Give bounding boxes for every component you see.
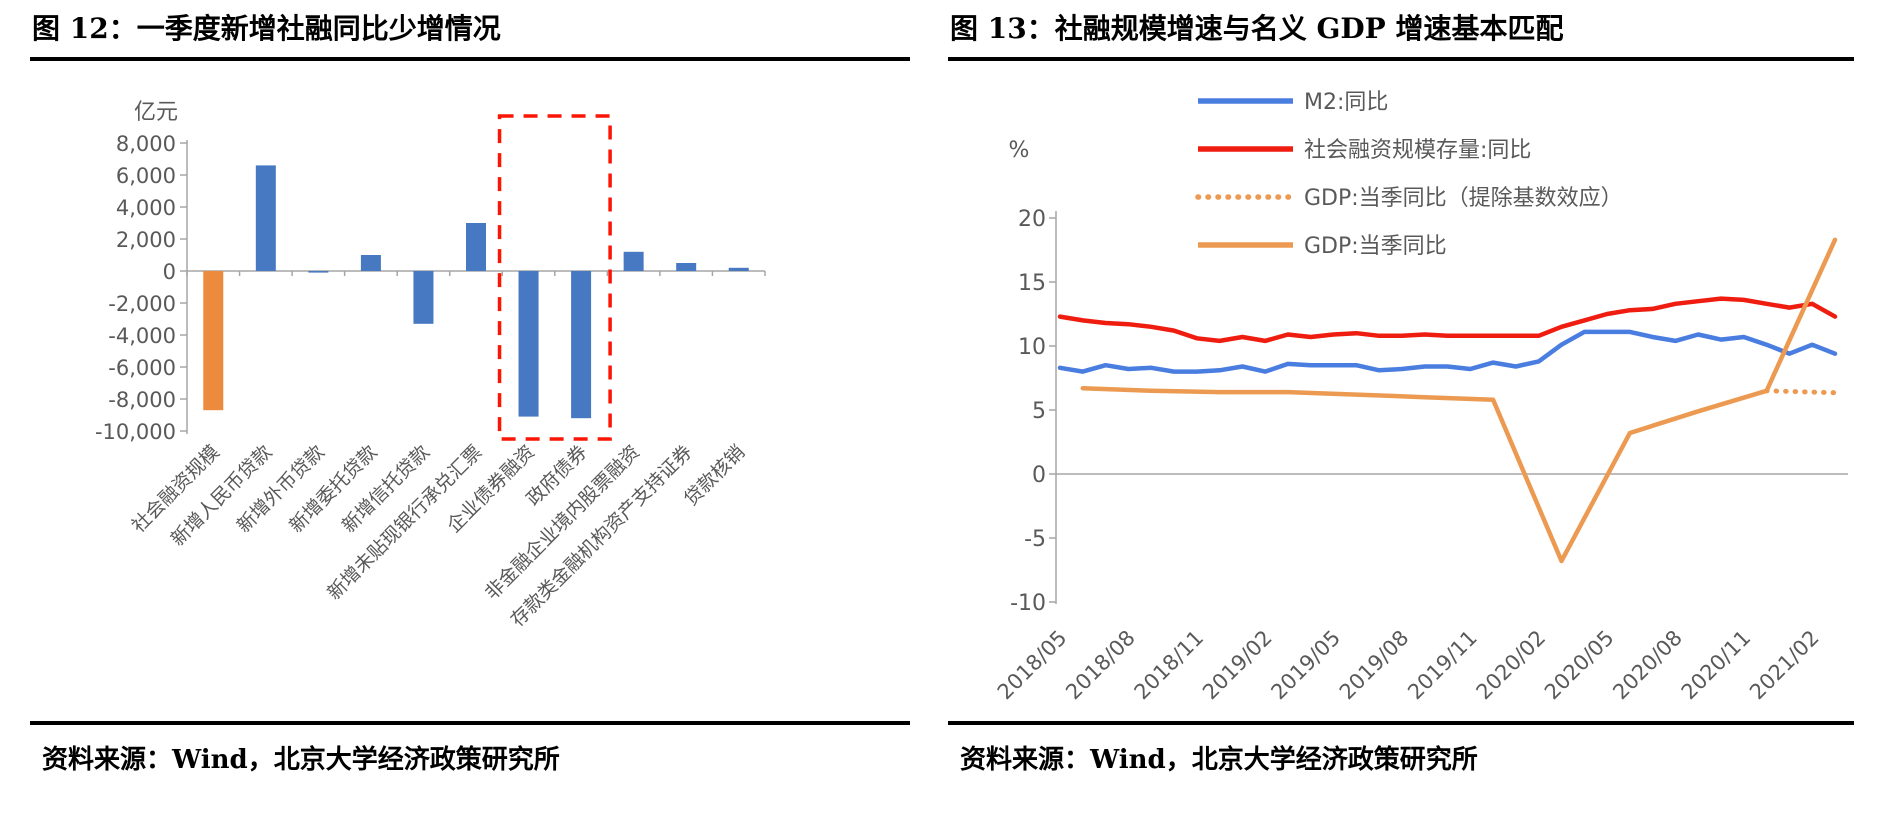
figure-12-panel: 图 12：一季度新增社融同比少增情况 亿元 8,000 6,000 4,000 2,00… — [30, 8, 910, 776]
x-tick-label: 2020/08 — [1608, 625, 1687, 704]
x-tick-label: 2020/02 — [1472, 625, 1551, 704]
x-tick-label: 2020/11 — [1677, 625, 1756, 704]
y-axis-unit-label: 亿元 — [134, 100, 178, 125]
figure-12-title: 图 12：一季度新增社融同比少增情况 — [30, 8, 910, 61]
x-tick-label: 2019/02 — [1198, 625, 1277, 704]
bar-新增未贴现银行承兑汇票 — [466, 222, 486, 271]
y-tick-label: -4,000 — [108, 324, 176, 348]
y-tick-label: -10,000 — [95, 420, 176, 444]
figure-12-bar-chart: 亿元 8,000 6,000 4,000 2,000 0 -2,000 -4,000 -6,00… — [30, 61, 910, 721]
y-tick-label: 5 — [1032, 399, 1046, 424]
y-tick-label: 6,000 — [116, 164, 176, 188]
x-tick-label: 2018/08 — [1061, 625, 1140, 704]
bar-贷款核销 — [728, 267, 749, 271]
x-tick-label: 2019/11 — [1403, 625, 1482, 704]
x-tick-label: 2019/08 — [1335, 625, 1414, 704]
figure-13-panel: 图 13：社融规模增速与名义 GDP 增速基本匹配 % 20 15 10 5 0 -5 -10… — [948, 8, 1854, 776]
legend-label: GDP:当季同比（提除基数效应） — [1304, 186, 1623, 211]
bar-新增信托贷款 — [413, 270, 434, 324]
bar-非金融企业境内股票融资 — [623, 251, 644, 271]
bar-存款类金融机构资产支持证券 — [676, 262, 697, 271]
x-tick-label: 2019/05 — [1266, 625, 1345, 704]
y-axis-unit-label: % — [1009, 138, 1030, 163]
bar-社会融资规模 — [203, 270, 224, 410]
bar-企业债券融资 — [518, 270, 539, 417]
y-tick-label: 2,000 — [116, 228, 176, 252]
x-tick-label: 2018/05 — [993, 625, 1072, 704]
y-tick-label: 0 — [1032, 463, 1046, 488]
figure-13-title: 图 13：社融规模增速与名义 GDP 增速基本匹配 — [948, 8, 1854, 61]
figure-12-source: 资料来源：Wind，北京大学经济政策研究所 — [30, 720, 910, 776]
y-tick-label: 10 — [1018, 335, 1046, 360]
y-tick-label: 0 — [163, 260, 176, 284]
bar-政府债券 — [571, 270, 592, 418]
series-line-GDP:当季同比（提除基数效应） — [1764, 388, 1838, 395]
series-line-社会融资规模存量:同比 — [1057, 296, 1838, 343]
y-tick-label: -8,000 — [108, 388, 176, 412]
bar-新增人民币贷款 — [255, 165, 276, 271]
series-line-M2:同比 — [1057, 329, 1838, 374]
bar-chart-svg: 亿元 8,000 6,000 4,000 2,000 0 -2,000 -4,000 -6,00… — [95, 100, 766, 631]
bar-新增外币贷款 — [308, 270, 329, 273]
line-chart-svg: %20151050-5-102018/052018/082018/112019/… — [993, 90, 1848, 704]
y-tick-label: -2,000 — [108, 292, 176, 316]
legend-label: M2:同比 — [1304, 90, 1388, 115]
series-line-GDP:当季同比 — [1080, 237, 1838, 564]
legend-label: GDP:当季同比 — [1304, 234, 1447, 259]
figure-13-source: 资料来源：Wind，北京大学经济政策研究所 — [948, 720, 1854, 776]
x-tick-label: 2020/05 — [1540, 625, 1619, 704]
x-tick-label: 2018/11 — [1130, 625, 1209, 704]
figure-13-line-chart: % 20 15 10 5 0 -5 -10 2018/05 2018/08 2018/11 2019/… — [948, 61, 1854, 721]
y-tick-label: -5 — [1024, 527, 1046, 552]
y-tick-label: -6,000 — [108, 356, 176, 380]
y-tick-label: 4,000 — [116, 196, 176, 220]
y-tick-label: 8,000 — [116, 132, 176, 156]
y-tick-label: 20 — [1018, 207, 1046, 232]
bar-新增委托贷款 — [360, 254, 381, 271]
x-tick-label: 2021/02 — [1745, 625, 1824, 704]
legend-label: 社会融资规模存量:同比 — [1304, 138, 1531, 163]
y-tick-label: -10 — [1010, 591, 1046, 616]
highlight-dashed-box — [497, 114, 612, 441]
y-tick-label: 15 — [1018, 271, 1046, 296]
